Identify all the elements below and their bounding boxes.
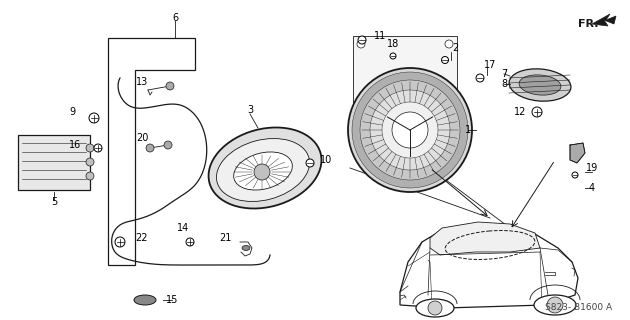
Circle shape xyxy=(382,102,438,158)
Circle shape xyxy=(370,90,450,170)
FancyBboxPatch shape xyxy=(18,135,90,190)
Circle shape xyxy=(115,237,125,247)
Circle shape xyxy=(348,68,472,192)
Text: 17: 17 xyxy=(484,60,496,70)
Text: 14: 14 xyxy=(177,223,189,233)
Circle shape xyxy=(186,238,194,246)
Ellipse shape xyxy=(234,152,292,190)
Polygon shape xyxy=(400,224,578,308)
Text: 18: 18 xyxy=(387,39,399,49)
FancyBboxPatch shape xyxy=(353,36,457,140)
Text: 16: 16 xyxy=(69,140,81,150)
Text: 1: 1 xyxy=(465,125,471,135)
Circle shape xyxy=(547,297,563,313)
Circle shape xyxy=(94,144,102,152)
Circle shape xyxy=(360,80,460,180)
Polygon shape xyxy=(592,14,616,26)
Text: 5: 5 xyxy=(51,197,57,207)
Text: FR.: FR. xyxy=(578,19,598,29)
Ellipse shape xyxy=(242,245,250,251)
Polygon shape xyxy=(430,222,540,255)
Circle shape xyxy=(445,128,453,136)
Circle shape xyxy=(532,107,542,117)
Ellipse shape xyxy=(416,299,454,317)
Circle shape xyxy=(358,36,366,44)
Text: 6: 6 xyxy=(172,13,178,23)
Circle shape xyxy=(254,164,270,180)
Ellipse shape xyxy=(134,295,156,305)
Circle shape xyxy=(392,112,428,148)
Text: 8: 8 xyxy=(501,79,507,89)
Circle shape xyxy=(89,113,99,123)
Text: 22: 22 xyxy=(135,233,148,243)
Text: 12: 12 xyxy=(514,107,526,117)
Text: 7: 7 xyxy=(501,69,507,79)
Ellipse shape xyxy=(534,295,576,315)
Circle shape xyxy=(357,128,365,136)
Circle shape xyxy=(86,172,94,180)
Text: 19: 19 xyxy=(586,163,598,173)
Ellipse shape xyxy=(217,139,309,202)
Circle shape xyxy=(428,301,442,315)
Circle shape xyxy=(86,158,94,166)
Ellipse shape xyxy=(519,75,561,95)
Text: 11: 11 xyxy=(374,31,386,41)
Text: 10: 10 xyxy=(320,155,332,165)
Circle shape xyxy=(164,141,172,149)
Text: 13: 13 xyxy=(136,77,148,87)
Circle shape xyxy=(572,172,578,178)
Circle shape xyxy=(357,40,365,48)
Text: 9: 9 xyxy=(69,107,75,117)
Circle shape xyxy=(390,53,396,59)
Text: 4: 4 xyxy=(589,183,595,193)
Circle shape xyxy=(146,144,154,152)
Text: 21: 21 xyxy=(219,233,231,243)
Text: 2: 2 xyxy=(452,43,458,53)
Circle shape xyxy=(445,40,453,48)
Ellipse shape xyxy=(509,69,571,101)
Circle shape xyxy=(476,74,484,82)
Circle shape xyxy=(86,144,94,152)
Circle shape xyxy=(166,82,174,90)
Circle shape xyxy=(306,159,314,167)
Ellipse shape xyxy=(209,127,321,209)
Text: 20: 20 xyxy=(136,133,148,143)
Text: 15: 15 xyxy=(166,295,178,305)
Text: 3: 3 xyxy=(247,105,253,115)
Text: S823- B1600 A: S823- B1600 A xyxy=(545,303,612,312)
Circle shape xyxy=(442,57,449,63)
Circle shape xyxy=(352,72,468,188)
Polygon shape xyxy=(570,143,585,163)
